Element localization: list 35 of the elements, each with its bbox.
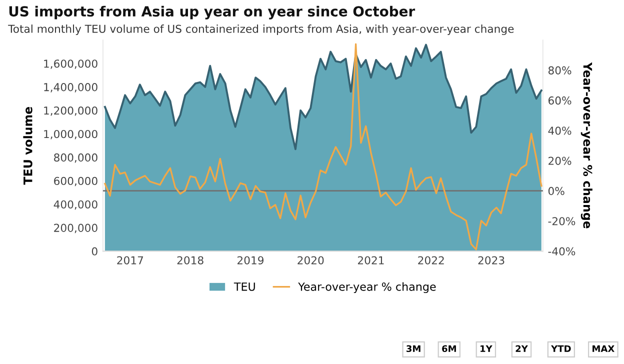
y2-tick-label: 80% bbox=[548, 66, 572, 74]
x-tick-label: 2020 bbox=[298, 256, 324, 264]
y-tick-label: 800,000 bbox=[54, 153, 98, 163]
y2-tick-label: 40% bbox=[548, 126, 572, 135]
text: 2Y bbox=[516, 345, 528, 352]
x-tick-label: 2022 bbox=[418, 256, 444, 264]
y2-tick-label: -20% bbox=[548, 217, 576, 226]
text: 3M bbox=[406, 345, 420, 352]
y2-tick-label: 60% bbox=[548, 96, 572, 105]
y-tick-label: 1,200,000 bbox=[44, 106, 98, 116]
x-tick-label: 2018 bbox=[177, 256, 204, 264]
text: 6M bbox=[442, 345, 456, 352]
text: MAX bbox=[592, 345, 614, 352]
text: YTD bbox=[550, 345, 571, 352]
legend-label: TEU bbox=[234, 282, 255, 291]
chart-subtitle: Total monthly TEU volume of US containerized imports from Asia, with year-over-year change bbox=[8, 24, 514, 36]
x-tick-label: 2021 bbox=[358, 256, 384, 264]
legend-label: Year-over-year % change bbox=[298, 282, 436, 294]
y-tick-label: 1,600,000 bbox=[44, 60, 98, 69]
text: 1Y bbox=[480, 345, 492, 352]
y2-tick-label: 0% bbox=[548, 186, 564, 196]
y-tick-label: 0 bbox=[92, 247, 98, 256]
y-tick-label: 400,000 bbox=[54, 200, 98, 210]
y2-tick-label: -40% bbox=[548, 247, 576, 256]
chart-title: US imports from Asia up year on year since October bbox=[9, 6, 416, 20]
y-tick-label: 200,000 bbox=[54, 224, 98, 234]
y-tick-label: 1,400,000 bbox=[44, 83, 98, 92]
x-tick-label: 2019 bbox=[237, 256, 264, 264]
y-tick-label: 600,000 bbox=[54, 176, 98, 186]
y2-tick-label: 20% bbox=[548, 156, 572, 165]
x-tick-label: 2017 bbox=[117, 256, 144, 264]
y-axis-title: TEU volume bbox=[23, 106, 32, 185]
y-tick-label: 1,000,000 bbox=[44, 130, 98, 140]
y2-axis-title: Year-over-year % change bbox=[580, 62, 592, 228]
x-tick-label: 2023 bbox=[478, 256, 504, 264]
